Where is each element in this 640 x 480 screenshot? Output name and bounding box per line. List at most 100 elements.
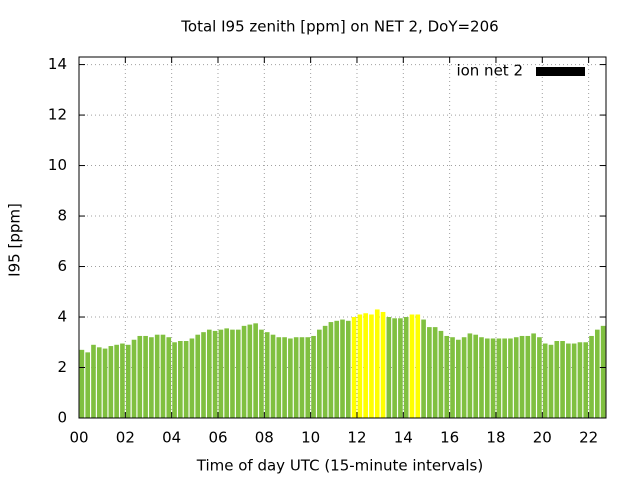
bar xyxy=(114,344,119,418)
bar xyxy=(317,329,322,418)
bar xyxy=(178,341,183,418)
bar xyxy=(531,333,536,418)
chart-title: Total I95 zenith [ppm] on NET 2, DoY=206 xyxy=(180,18,498,36)
bar xyxy=(450,337,455,418)
bar xyxy=(554,341,560,418)
bar xyxy=(566,343,571,418)
bar xyxy=(374,309,380,418)
bar xyxy=(571,343,577,418)
bar xyxy=(311,335,316,418)
legend-swatch xyxy=(536,67,585,76)
bar xyxy=(259,329,264,418)
x-tick-label: 16 xyxy=(440,429,459,447)
bar xyxy=(270,334,276,418)
bar xyxy=(79,349,85,418)
bar xyxy=(137,335,143,418)
bar xyxy=(149,337,154,418)
bar xyxy=(218,329,224,418)
x-tick-label: 06 xyxy=(208,429,227,447)
x-tick-label: 10 xyxy=(301,429,320,447)
bar xyxy=(409,314,415,418)
bar xyxy=(293,337,299,418)
bar xyxy=(340,319,345,418)
bar xyxy=(334,320,340,418)
bar xyxy=(577,342,583,418)
bar xyxy=(560,341,565,418)
bar xyxy=(363,313,368,418)
bar xyxy=(195,334,201,418)
y-tick-label: 6 xyxy=(57,257,67,275)
bar xyxy=(253,323,258,418)
y-tick-label: 14 xyxy=(48,55,67,73)
bar xyxy=(403,317,409,418)
y-tick-label: 8 xyxy=(57,207,67,225)
bar xyxy=(282,337,287,418)
bar xyxy=(322,325,328,418)
bar xyxy=(484,338,490,418)
bar xyxy=(120,343,125,418)
bar xyxy=(183,341,189,418)
bar xyxy=(380,311,386,418)
bar xyxy=(299,337,305,418)
bar xyxy=(328,322,334,418)
bar xyxy=(583,342,589,418)
bar xyxy=(125,344,131,418)
bar xyxy=(166,337,172,418)
x-tick-label: 04 xyxy=(162,429,181,447)
bar xyxy=(600,325,606,418)
bar xyxy=(456,339,461,418)
bar xyxy=(154,334,160,418)
bar xyxy=(479,337,484,418)
bar xyxy=(496,338,502,418)
bar xyxy=(206,329,212,418)
bar xyxy=(212,330,218,418)
bar xyxy=(502,338,507,418)
bar xyxy=(537,337,542,418)
bar xyxy=(131,339,137,418)
bar xyxy=(91,344,96,418)
bar xyxy=(224,328,229,418)
bars xyxy=(79,309,606,418)
x-tick-label: 12 xyxy=(347,429,366,447)
bar xyxy=(421,319,426,418)
bar xyxy=(85,352,91,418)
bar xyxy=(201,332,206,418)
bar xyxy=(160,334,166,418)
bar xyxy=(143,335,148,418)
bar xyxy=(513,337,519,418)
bar xyxy=(490,338,496,418)
legend-label: ion net 2 xyxy=(456,62,523,80)
bar xyxy=(96,347,102,418)
bar xyxy=(438,330,444,418)
bar xyxy=(594,329,600,418)
bar xyxy=(357,314,363,418)
bar xyxy=(288,338,293,418)
bar xyxy=(548,344,554,418)
x-tick-label: 02 xyxy=(116,429,135,447)
bar xyxy=(108,346,114,418)
bar xyxy=(189,338,195,418)
x-tick-label: 20 xyxy=(533,429,552,447)
plot-border xyxy=(78,56,607,419)
x-tick-label: 00 xyxy=(69,429,88,447)
y-tick-label: 10 xyxy=(48,156,67,174)
bar xyxy=(386,317,392,418)
y-tick-label: 2 xyxy=(57,358,67,376)
bar xyxy=(235,329,241,418)
x-tick-label: 08 xyxy=(255,429,274,447)
bar xyxy=(467,333,473,418)
bar xyxy=(432,327,438,418)
bar xyxy=(473,334,479,418)
grid xyxy=(78,57,606,419)
y-tick-label: 0 xyxy=(57,409,67,427)
bar xyxy=(369,314,374,418)
bar xyxy=(461,337,467,418)
bar xyxy=(241,325,247,418)
bar xyxy=(247,324,253,418)
bar xyxy=(276,337,282,418)
bar xyxy=(351,317,357,418)
y-tick-label: 12 xyxy=(48,106,67,124)
x-axis-label: Time of day UTC (15-minute intervals) xyxy=(196,457,483,475)
bar xyxy=(345,320,351,418)
